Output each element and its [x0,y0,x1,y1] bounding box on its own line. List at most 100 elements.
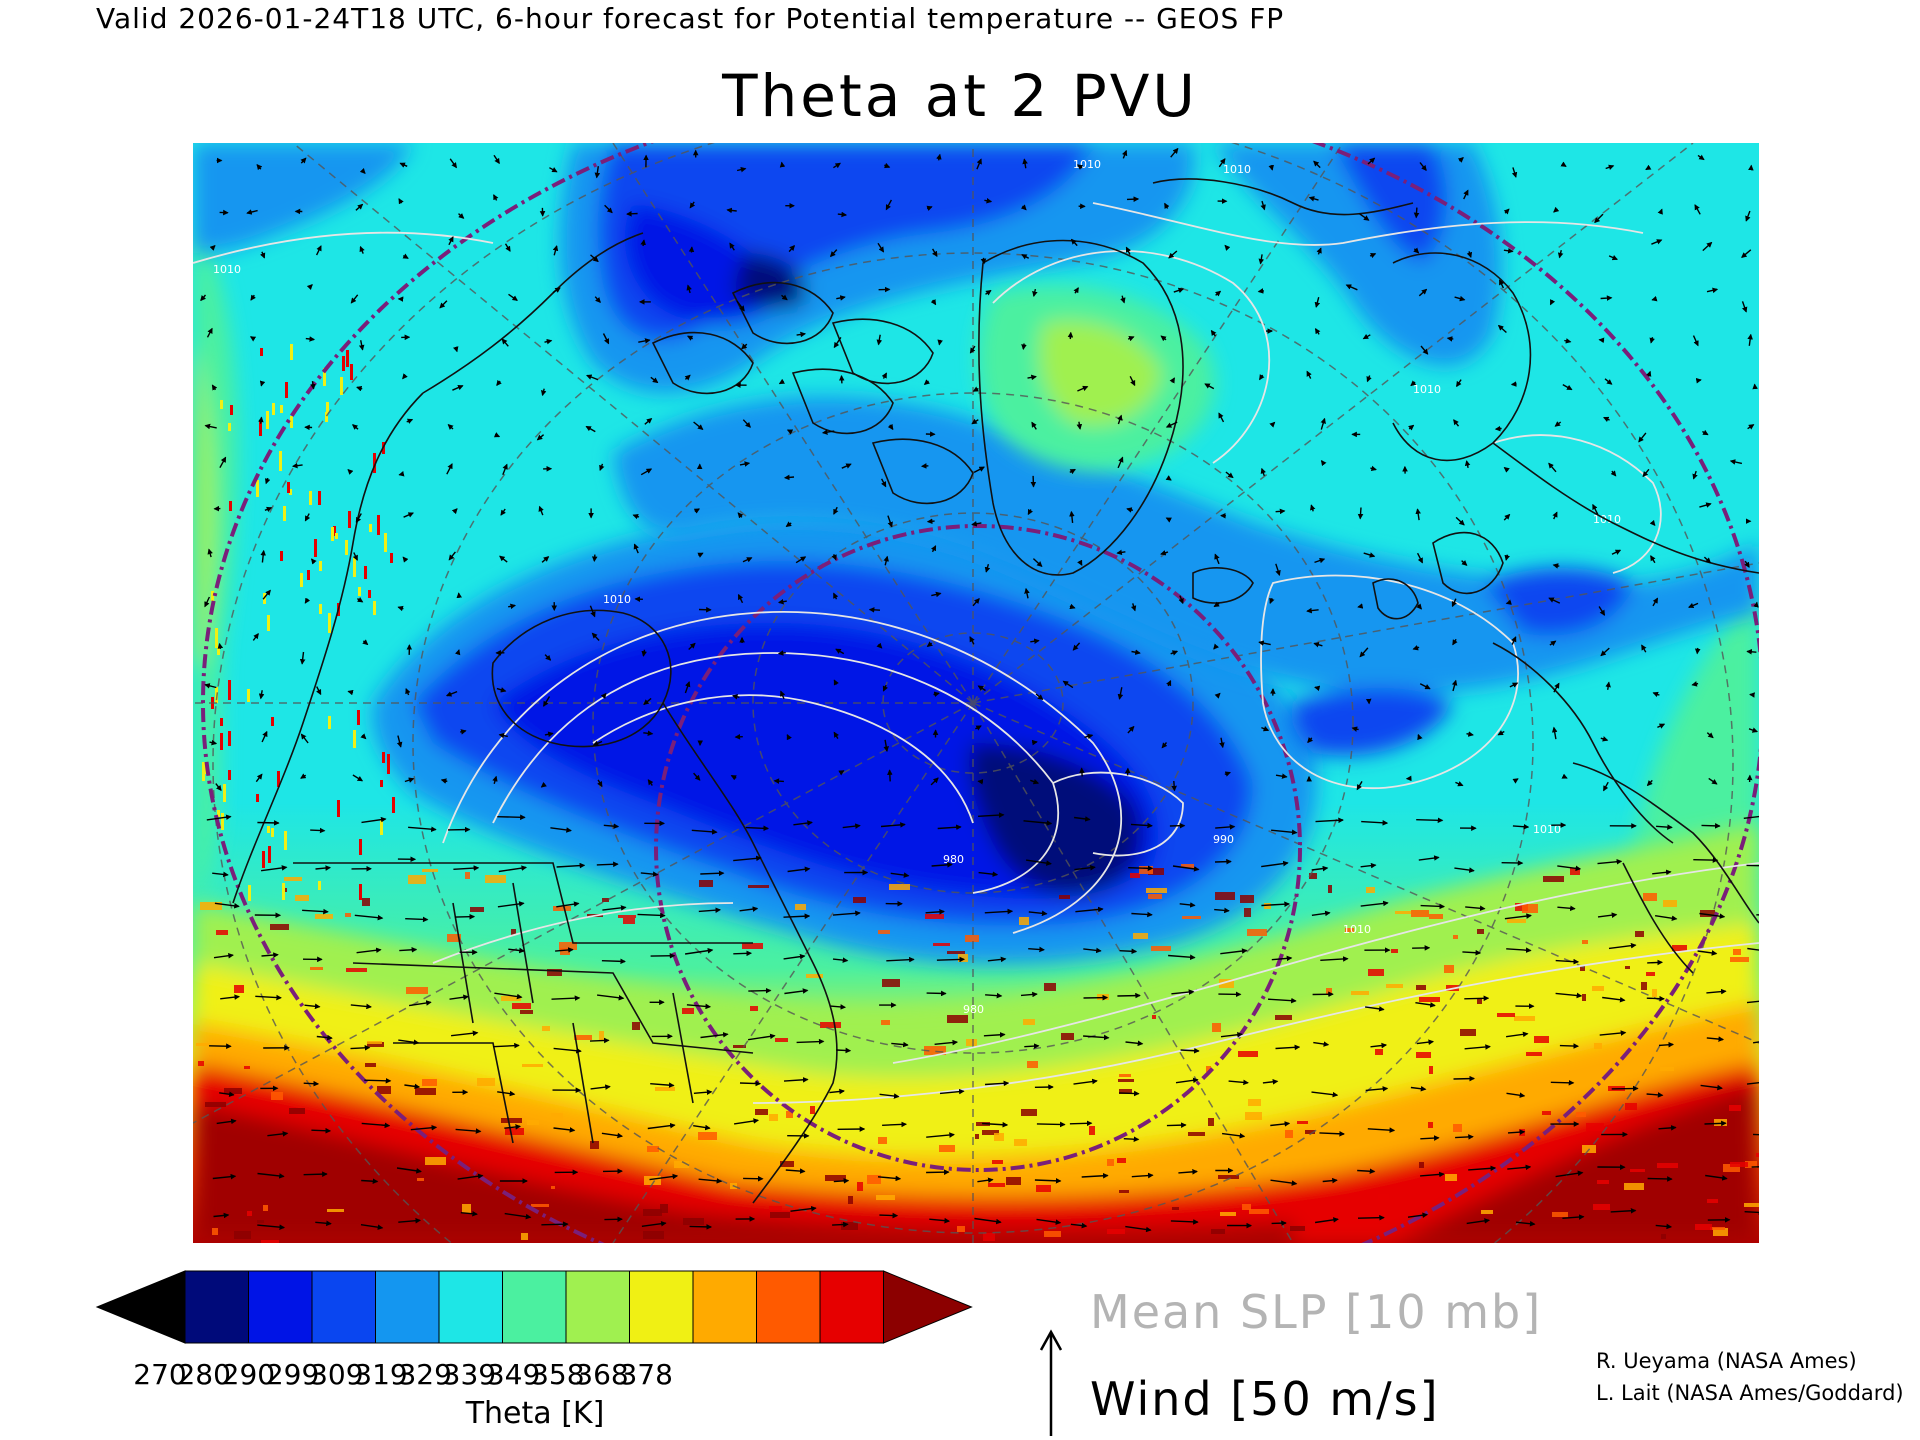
theta-speckle [280,551,283,561]
theta-speckle [365,1063,376,1067]
theta-speckle [1212,1023,1221,1032]
wind-arrow [783,913,811,920]
theta-speckle [422,869,438,872]
wind-arrow [1646,995,1665,1002]
wind-arrow [354,914,384,921]
wind-arrow [626,211,638,217]
wind-arrow [445,690,458,697]
wind-arrow [937,339,943,346]
wind-arrow [969,345,976,354]
wind-arrow [398,1217,422,1224]
wind-arrow [1498,279,1505,289]
theta-speckle [289,489,292,495]
wind-arrow [1646,779,1653,787]
wind-arrow [1743,815,1759,819]
theta-speckle [465,872,470,879]
theta-speckle [234,985,244,993]
wind-arrow [1466,731,1474,737]
wind-arrow [501,338,509,347]
wind-arrow [1647,1176,1673,1182]
wind-arrow [1420,1171,1445,1178]
wind-arrow [684,374,691,381]
wind-arrow [404,1083,421,1090]
wind-arrow [360,1224,384,1230]
theta-speckle [1661,1234,1666,1239]
wind-arrow [1258,640,1271,646]
wind-arrow [923,379,930,386]
wind-arrow [1747,947,1759,951]
wind-arrow [1314,557,1326,564]
wind-arrow [693,1089,713,1095]
wind-arrow [1260,200,1266,211]
wind-arrow [543,696,551,707]
theta-speckle [1133,933,1148,939]
wind-arrow [264,477,271,485]
wind-arrow [1753,1041,1759,1044]
wind-arrow [833,679,839,686]
wind-arrow [881,372,888,379]
wind-arrow [778,378,786,385]
wind-arrow [841,463,852,469]
wind-arrow [737,512,744,519]
theta-speckle [1238,1051,1258,1057]
theta-speckle [284,831,287,850]
theta-cold-north [193,143,1502,393]
theta-speckle [1552,1212,1568,1217]
wind-arrow [350,294,359,304]
wind-arrow [1551,726,1558,740]
wind-arrow [1028,946,1045,953]
theta-speckle [1507,919,1526,923]
wind-arrow [556,901,580,908]
wind-arrow [693,1124,711,1131]
colorbar-underflow [95,1270,186,1344]
wind-arrow [1269,421,1276,428]
wind-arrow [1511,636,1517,645]
wind-arrow [1213,643,1219,650]
theta-speckle [277,771,280,787]
wind-arrow [833,592,839,600]
wind-arrow [306,284,313,290]
slp-contours [193,202,1759,1104]
wind-arrow [357,597,364,603]
wind-arrow [1756,914,1759,916]
wind-arrow [1345,284,1358,291]
theta-speckle [1730,957,1749,962]
theta-speckle [1375,1049,1383,1055]
theta-speckle [674,1161,689,1168]
wind-arrow [1258,254,1265,265]
wind-arrow [200,294,207,302]
theta-speckle [326,402,329,412]
theta-speckle [623,918,635,924]
wind-arrow [793,820,813,826]
wind-arrow [978,812,1005,818]
theta-speckle [867,1175,881,1184]
wind-arrow [1649,519,1656,527]
wind-arrow [1561,773,1568,779]
wind-arrow [451,1030,479,1037]
wind-arrow [1032,558,1043,568]
theta-speckle [1652,989,1657,997]
wind-arrow [1611,549,1622,555]
wind-arrow [540,781,547,788]
theta-speckle [1244,908,1251,917]
theta-speckle [780,1161,794,1167]
wind-arrow [1549,640,1557,647]
wind-arrow [1076,164,1084,170]
theta-speckle [1248,1099,1261,1106]
wind-arrow [355,203,364,211]
theta-speckle [644,1176,661,1185]
theta-speckle [1593,1204,1610,1210]
theta-speckle [1707,1199,1718,1203]
wind-arrow [1706,287,1719,294]
wind-reference-arrow-icon [1039,1329,1063,1436]
wind-arrow [686,335,694,341]
wind-arrow [1602,781,1609,792]
wind-arrow [502,463,508,475]
wind-arrow [641,649,647,657]
theta-speckle [1044,1231,1061,1237]
theta-speckle [511,929,516,935]
wind-arrow [1268,164,1274,171]
wind-arrow [939,1088,965,1095]
theta-speckle [335,533,338,539]
wind-arrow [267,1131,289,1137]
